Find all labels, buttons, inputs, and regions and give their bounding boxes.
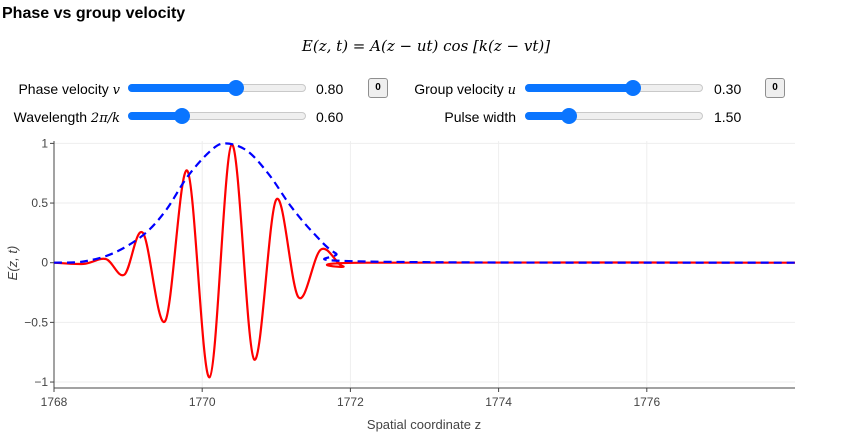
y-tick-label: 0: [41, 256, 48, 270]
phase-velocity-label-wrap: Phase velocity v: [0, 77, 120, 101]
group-velocity-slider[interactable]: [525, 80, 703, 96]
phase-velocity-slider-thumb[interactable]: [227, 80, 244, 96]
series-layer: [53, 142, 796, 379]
wavelength-label: Wavelength 2π/k: [14, 109, 120, 126]
x-tick-label: 1776: [633, 395, 660, 409]
control-row-1: Phase velocity v 0.80 0 Group velocity u…: [0, 77, 852, 101]
phase-velocity-label-text: Phase velocity: [18, 81, 113, 97]
wavelength-value: 0.60: [316, 109, 344, 125]
wavelength-symbol: 2π/k: [90, 111, 120, 126]
wavelength-label-wrap: Wavelength 2π/k: [0, 105, 120, 129]
group-velocity-slider-fill: [525, 84, 632, 92]
y-tick-label: 1: [41, 136, 48, 150]
group-velocity-symbol: u: [507, 83, 516, 98]
group-velocity-value: 0.30: [714, 81, 742, 97]
group-velocity-reset-button[interactable]: 0: [765, 78, 785, 98]
y-tick-label: −1: [34, 375, 48, 389]
pulse-width-value: 1.50: [714, 109, 742, 125]
phase-velocity-value: 0.80: [316, 81, 344, 97]
x-axis-title: Spatial coordinate z: [367, 417, 481, 432]
equation-text: E(z, t) = A(z − ut) cos [k(z − vt)]: [301, 37, 551, 55]
group-velocity-slider-thumb[interactable]: [624, 80, 641, 96]
phase-velocity-reset-button[interactable]: 0: [368, 78, 388, 98]
wavelength-label-text: Wavelength: [13, 109, 91, 125]
wavelength-slider[interactable]: [128, 108, 306, 124]
x-tick-label: 1772: [337, 395, 364, 409]
envelope-series-line: [53, 142, 796, 264]
grid: [53, 141, 795, 388]
tick-labels: 1768 1770 1772 1774 1776 1 0.5 0 −0.5 −1: [24, 136, 660, 409]
pulse-width-label: Pulse width: [444, 109, 516, 125]
pulse-width-slider[interactable]: [525, 108, 703, 124]
equation: E(z, t) = A(z − ut) cos [k(z − vt)]: [0, 37, 852, 55]
axes: [50, 141, 795, 392]
x-tick-label: 1774: [485, 395, 512, 409]
pulse-width-slider-fill: [525, 112, 568, 120]
phase-velocity-symbol: v: [112, 83, 120, 98]
wavelength-slider-thumb[interactable]: [174, 108, 191, 124]
group-velocity-label-text: Group velocity: [414, 81, 508, 97]
phase-velocity-slider-fill: [128, 84, 235, 92]
wavelength-slider-fill: [128, 112, 182, 120]
x-tick-label: 1770: [189, 395, 216, 409]
pulse-width-label-wrap: Pulse width: [396, 105, 516, 129]
pulse-width-slider-thumb[interactable]: [560, 108, 577, 124]
phase-velocity-label: Phase velocity v: [18, 81, 120, 98]
y-axis-title: E(z, t): [5, 246, 20, 281]
phase-velocity-slider[interactable]: [128, 80, 306, 96]
group-velocity-label-wrap: Group velocity u: [396, 77, 516, 101]
x-tick-label: 1768: [41, 395, 68, 409]
y-tick-label: −0.5: [24, 315, 48, 329]
wave-series-line: [53, 143, 796, 379]
page-title: Phase vs group velocity: [2, 5, 186, 22]
control-row-2: Wavelength 2π/k 0.60 Pulse width 1.50: [0, 105, 852, 129]
y-tick-label: 0.5: [31, 196, 48, 210]
group-velocity-label: Group velocity u: [414, 81, 516, 98]
